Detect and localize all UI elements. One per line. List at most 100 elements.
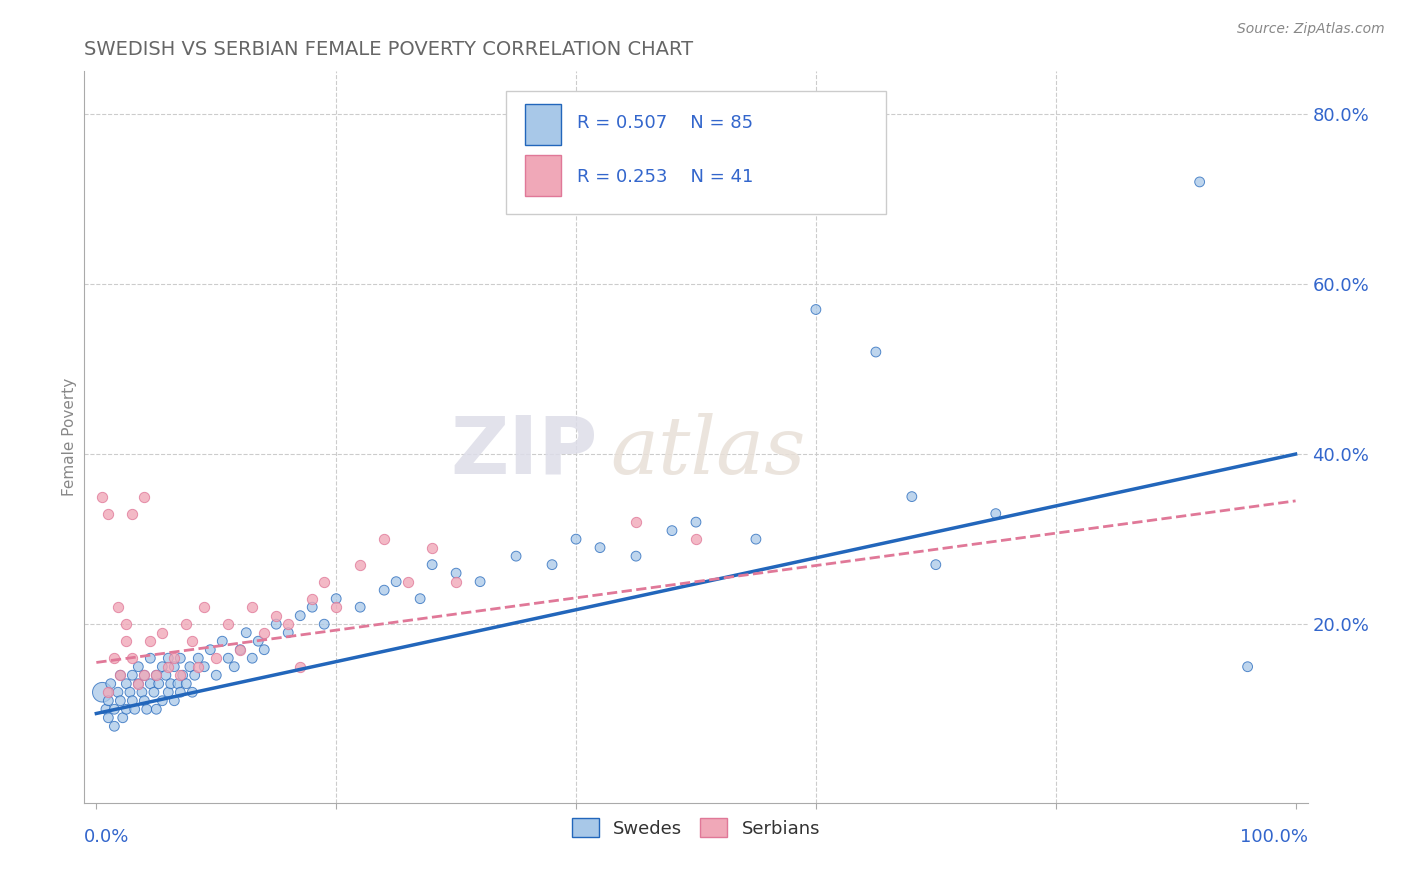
Text: 100.0%: 100.0% [1240, 829, 1308, 847]
Point [103, 719, 125, 733]
Point [97, 507, 120, 521]
Point [181, 685, 204, 699]
Point [127, 677, 149, 691]
Point [111, 711, 134, 725]
Point [145, 668, 167, 682]
Point [277, 617, 299, 632]
Point [373, 583, 395, 598]
Point [409, 591, 432, 606]
Point [97, 711, 120, 725]
Point [135, 702, 157, 716]
Y-axis label: Female Poverty: Female Poverty [62, 378, 77, 496]
Point [134, 668, 156, 682]
Point [314, 574, 336, 589]
Legend: Swedes, Serbians: Swedes, Serbians [564, 811, 828, 845]
Point [121, 694, 143, 708]
Point [150, 694, 173, 708]
Point [211, 634, 233, 648]
Point [169, 685, 191, 699]
Point [139, 677, 162, 691]
Point [396, 574, 419, 589]
Point [385, 574, 408, 589]
Point [110, 668, 132, 682]
Point [624, 549, 647, 563]
Point [804, 302, 827, 317]
Point [565, 532, 588, 546]
Point [541, 558, 564, 572]
Point [174, 677, 197, 691]
Point [121, 651, 143, 665]
Text: R = 0.507    N = 85: R = 0.507 N = 85 [578, 113, 754, 131]
Text: atlas: atlas [610, 413, 806, 491]
Point [172, 668, 194, 682]
Point [91, 685, 114, 699]
Text: 0.0%: 0.0% [84, 829, 129, 847]
Point [624, 515, 647, 529]
Point [94, 702, 117, 716]
Point [142, 685, 165, 699]
Point [163, 659, 186, 673]
Point [97, 694, 120, 708]
Point [224, 659, 246, 673]
Point [179, 659, 201, 673]
Point [325, 600, 347, 615]
Point [468, 574, 491, 589]
Point [505, 549, 527, 563]
Point [589, 541, 612, 555]
Point [290, 608, 312, 623]
Point [187, 659, 209, 673]
Point [193, 659, 215, 673]
Point [193, 600, 215, 615]
Point [159, 677, 181, 691]
Point [200, 642, 222, 657]
Point [217, 651, 239, 665]
Point [1188, 175, 1211, 189]
Point [264, 608, 287, 623]
Point [169, 651, 191, 665]
Point [118, 685, 141, 699]
Point [349, 600, 371, 615]
Point [247, 634, 270, 648]
Point [205, 651, 228, 665]
Point [145, 668, 167, 682]
Point [115, 677, 138, 691]
FancyBboxPatch shape [506, 91, 886, 214]
Point [661, 524, 683, 538]
Point [169, 668, 191, 682]
Point [121, 668, 143, 682]
Point [145, 702, 167, 716]
Point [181, 634, 204, 648]
Point [301, 600, 323, 615]
Point [134, 668, 156, 682]
Point [139, 634, 162, 648]
Point [301, 591, 323, 606]
Point [157, 651, 180, 665]
Point [127, 659, 149, 673]
Point [444, 566, 467, 581]
Point [253, 642, 276, 657]
Point [148, 677, 170, 691]
Text: ZIP: ZIP [451, 413, 598, 491]
Point [139, 651, 162, 665]
Point [901, 490, 924, 504]
Text: SWEDISH VS SERBIAN FEMALE POVERTY CORRELATION CHART: SWEDISH VS SERBIAN FEMALE POVERTY CORREL… [84, 39, 693, 59]
Point [277, 625, 299, 640]
Point [685, 532, 707, 546]
Point [1236, 659, 1258, 673]
Point [91, 490, 114, 504]
Point [131, 685, 153, 699]
Point [157, 659, 180, 673]
Point [107, 600, 129, 615]
Point [420, 541, 443, 555]
Point [103, 702, 125, 716]
Point [685, 515, 707, 529]
Point [229, 642, 252, 657]
Point [124, 702, 146, 716]
FancyBboxPatch shape [524, 155, 561, 195]
Point [187, 651, 209, 665]
Point [163, 651, 186, 665]
Point [121, 507, 143, 521]
Point [229, 642, 252, 657]
Point [264, 617, 287, 632]
FancyBboxPatch shape [524, 104, 561, 145]
